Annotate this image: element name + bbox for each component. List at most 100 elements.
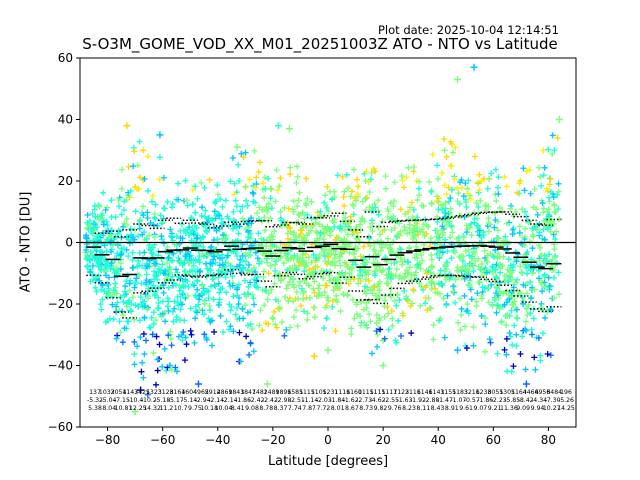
scatter-point [429,264,436,271]
scatter-point [200,243,207,250]
bin-stat-label: -10.2 [141,397,157,404]
scatter-point [467,195,474,202]
scatter-point [254,210,261,217]
scatter-point [434,175,441,182]
scatter-point [170,280,177,287]
scatter-point [209,276,216,283]
scatter-point [127,307,134,314]
scatter-point [256,322,263,329]
scatter-point [224,252,231,259]
scatter-point [523,168,530,175]
scatter-point [320,325,327,332]
scatter-point [290,313,297,320]
scatter-point [314,209,321,216]
scatter-point [139,299,146,306]
scatter-point [232,249,239,256]
bin-stat-label: 8.23 [402,405,416,412]
scatter-point [358,322,365,329]
scatter-point [254,255,261,262]
scatter-point [179,337,186,344]
scatter-point [268,286,275,293]
scatter-point [164,303,171,310]
scatter-point [468,296,475,303]
bin-stat-label: 10.18 [200,405,218,412]
scatter-point [162,318,169,325]
scatter-point [192,240,199,247]
scatter-point [409,235,416,242]
scatter-point [295,211,302,218]
scatter-point [119,339,126,346]
scatter-point [311,304,318,311]
scatter-point [555,180,562,187]
scatter-point [152,317,159,324]
scatter-point [198,179,205,186]
scatter-point [181,357,188,364]
bin-stat-label: 8.04 [102,405,116,412]
scatter-point [276,304,283,311]
scatter-point [211,282,218,289]
bin-stat-label: 8.01 [331,405,345,412]
scatter-point [277,277,284,284]
scatter-point [118,211,125,218]
scatter-point [120,223,127,230]
bin-stat-label: -5.26 [558,397,574,404]
scatter-point [555,188,562,195]
scatter-point [153,273,160,280]
scatter-point [436,234,443,241]
scatter-point [397,246,404,253]
scatter-point [408,271,415,278]
y-tick-label: −40 [48,359,73,373]
scatter-point [117,266,124,273]
scatter-point [296,282,303,289]
scatter-point [465,247,472,254]
scatter-point [271,308,278,315]
scatter-point [244,202,251,209]
scatter-point [410,226,417,233]
scatter-point [208,243,215,250]
scatter-point [134,162,141,169]
scatter-point [285,125,293,133]
scatter-point [430,271,437,278]
scatter-point [369,290,376,297]
bin-stat-label: 8.43 [431,405,445,412]
scatter-point [389,315,396,322]
scatter-point [178,221,185,228]
scatter-point [498,318,505,325]
scatter-point [517,177,524,184]
bin-stat-label: -2.98 [275,397,291,404]
scatter-point [97,248,104,255]
scatter-point [97,234,104,241]
scatter-point [294,173,301,180]
scatter-point [91,245,98,252]
scatter-point [227,323,234,330]
scatter-point [159,261,166,268]
bin-stat-label: 9.09 [516,405,530,412]
bin-stat-label: 1141 [429,389,445,396]
scatter-point [332,327,339,334]
scatter-point [236,329,243,336]
scatter-point [233,203,240,210]
scatter-point [222,274,229,281]
scatter-point [454,76,462,84]
scatter-point [267,195,274,202]
scatter-point [151,292,158,299]
scatter-point [122,283,129,290]
scatter-point [245,283,252,290]
scatter-point [423,270,430,277]
scatter-point [441,182,448,189]
scatter-point [388,227,395,234]
scatter-point [98,306,105,313]
scatter-point [512,279,519,286]
scatter-point [290,198,297,205]
scatter-point [131,351,138,358]
scatter-point [131,339,138,346]
scatter-point [356,221,363,228]
scatter-point [252,268,259,275]
bin-stat-label: 1147 [122,389,138,396]
scatter-point [545,146,552,153]
bin-stat-label: -1.62 [343,397,359,404]
scatter-point [184,202,191,209]
scatter-point [381,335,388,342]
scatter-point [205,266,212,273]
scatter-point [452,276,459,283]
